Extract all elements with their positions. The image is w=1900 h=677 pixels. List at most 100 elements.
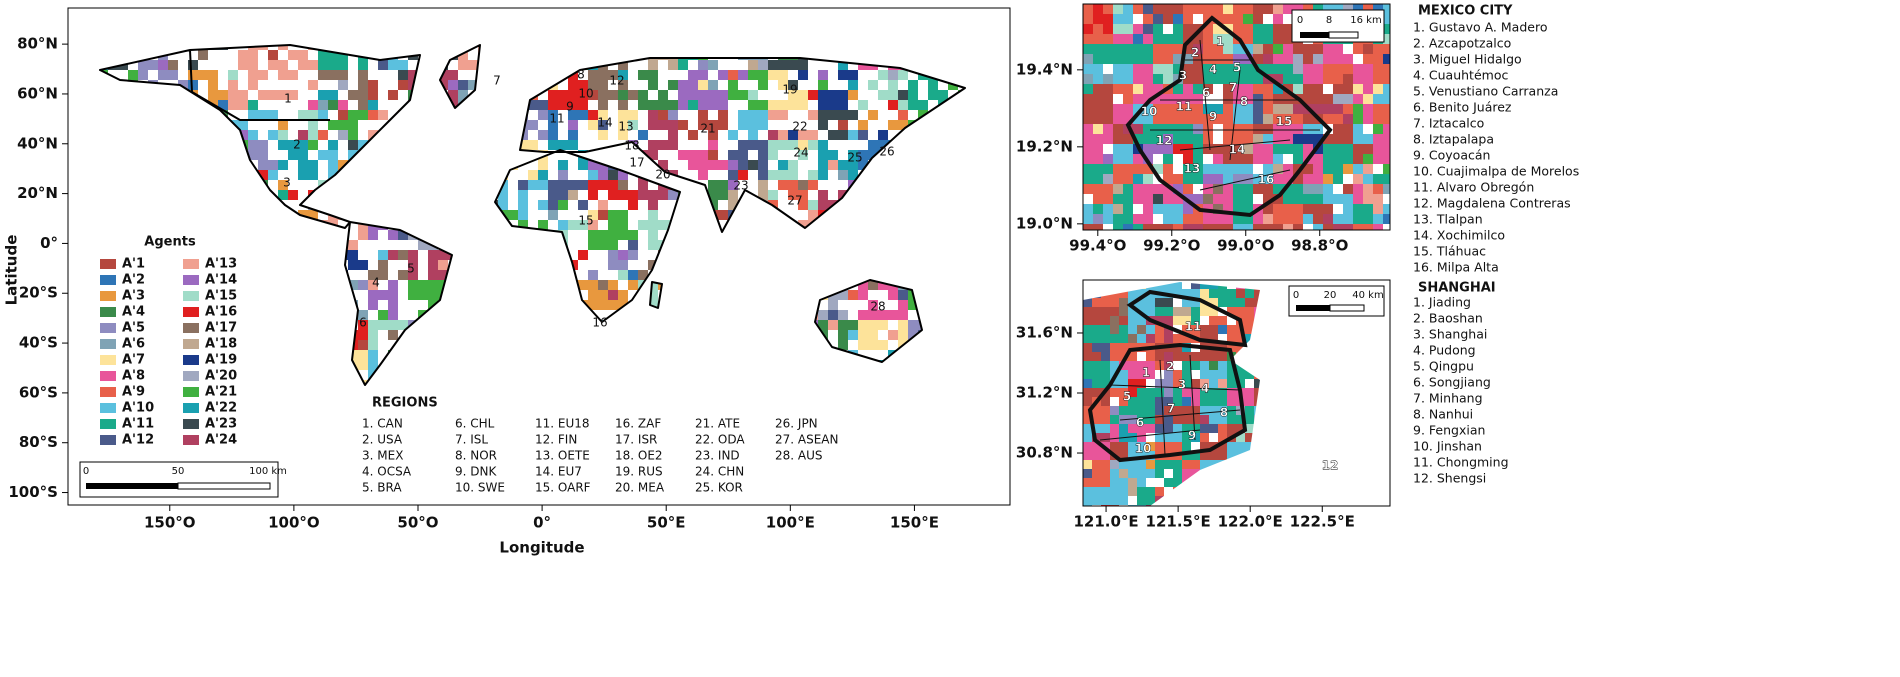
land-cell [308, 110, 318, 120]
land-cell [898, 90, 908, 100]
land-cell [1223, 194, 1233, 204]
land-cell [1155, 334, 1164, 343]
land-cell [1182, 379, 1191, 388]
land-cell [1143, 204, 1153, 214]
land-cell [1083, 424, 1092, 433]
land-cell [1093, 224, 1103, 230]
land-cell [928, 80, 938, 90]
land-cell [568, 140, 578, 150]
land-cell [1123, 214, 1133, 224]
land-cell [1343, 44, 1353, 54]
land-cell [718, 120, 728, 130]
land-cell [688, 80, 698, 90]
land-cell [548, 200, 558, 210]
district-number: 10 [1135, 442, 1152, 456]
land-cell [1209, 451, 1218, 460]
land-cell [1182, 352, 1191, 361]
land-cell [1153, 34, 1163, 44]
land-cell [398, 320, 408, 330]
land-cell [268, 160, 278, 170]
land-cell [238, 100, 248, 110]
land-cell [308, 60, 318, 70]
land-cell [1213, 224, 1223, 230]
land-cell [298, 60, 308, 70]
land-cell [868, 310, 878, 320]
land-cell [668, 190, 678, 200]
land-cell [1303, 184, 1313, 194]
land-cell [1083, 104, 1093, 114]
land-cell [1200, 289, 1209, 298]
land-cell [1164, 388, 1173, 397]
land-cell [1128, 424, 1137, 433]
land-cell [1353, 44, 1363, 54]
land-cell [1163, 134, 1173, 144]
x-tick-label: 100°E [766, 514, 815, 532]
land-cell [618, 300, 628, 310]
land-cell [218, 100, 228, 110]
land-cell [1110, 478, 1119, 487]
land-cell [1183, 64, 1193, 74]
land-cell [1193, 214, 1203, 224]
land-cell [1363, 74, 1373, 84]
land-cell [1383, 14, 1390, 24]
land-cell [748, 70, 758, 80]
land-cell [648, 70, 658, 80]
land-cell [1363, 154, 1373, 164]
district-entry: 1. Jiading [1413, 295, 1471, 310]
land-cell [1353, 204, 1363, 214]
land-cell [1092, 325, 1101, 334]
land-cell [908, 320, 918, 330]
land-cell [788, 100, 798, 110]
land-cell [1293, 134, 1303, 144]
land-cell [818, 110, 828, 120]
land-cell [1233, 94, 1243, 104]
land-cell [898, 70, 908, 80]
district-number: 14 [1229, 143, 1246, 157]
land-cell [1263, 54, 1273, 64]
land-cell [1173, 282, 1182, 289]
land-cell [838, 330, 848, 340]
land-cell [1245, 298, 1254, 307]
land-cell [718, 190, 728, 200]
land-cell [1200, 451, 1209, 460]
district-number: 7 [1167, 402, 1175, 416]
land-cell [1373, 124, 1383, 134]
land-cell [708, 60, 718, 70]
land-cell [878, 90, 888, 100]
land-cell [1233, 184, 1243, 194]
land-cell [1273, 184, 1283, 194]
land-cell [1213, 134, 1223, 144]
land-cell [1133, 4, 1143, 14]
land-cell [1213, 104, 1223, 114]
land-cell [1313, 184, 1323, 194]
land-cell [258, 90, 268, 100]
land-cell [1233, 154, 1243, 164]
region-number: 17 [629, 156, 644, 170]
land-cell [1383, 194, 1390, 204]
land-cell [1236, 289, 1245, 298]
land-cell [1293, 64, 1303, 74]
land-cell [348, 110, 358, 120]
land-cell [768, 190, 778, 200]
land-cell [1128, 478, 1137, 487]
y-tick-label: 100°S [8, 483, 58, 501]
land-cell [1193, 94, 1203, 104]
land-cell [1183, 164, 1193, 174]
land-cell [738, 140, 748, 150]
land-cell [1146, 460, 1155, 469]
district-entry: 8. Iztapalapa [1413, 132, 1494, 147]
land-cell [1203, 224, 1213, 230]
land-cell [818, 160, 828, 170]
land-cell [1303, 144, 1313, 154]
land-cell [1263, 154, 1273, 164]
district-entry: 15. Tláhuac [1413, 244, 1486, 259]
land-cell [1164, 307, 1173, 316]
district-number: 11 [1185, 320, 1202, 334]
land-cell [1119, 424, 1128, 433]
land-cell [1191, 388, 1200, 397]
land-cell [1218, 415, 1227, 424]
land-cell [648, 190, 658, 200]
land-cell [758, 190, 768, 200]
land-cell [578, 280, 588, 290]
land-cell [1183, 124, 1193, 134]
